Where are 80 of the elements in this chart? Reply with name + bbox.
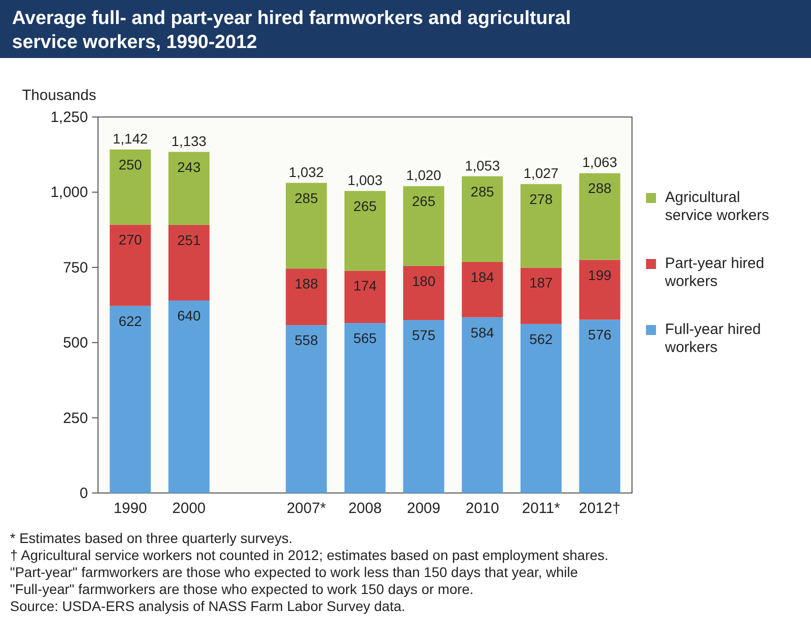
x-tick-label: 2010	[466, 500, 500, 517]
bar	[168, 152, 210, 225]
total-label: 1,003	[347, 172, 383, 188]
data-label: 270	[118, 232, 142, 248]
data-label: 243	[177, 158, 201, 175]
data-label: 174	[353, 278, 377, 294]
bar	[286, 268, 327, 326]
data-label: 288	[588, 180, 612, 196]
bar	[579, 320, 620, 493]
text: * Estimates based on three quarterly surveys.	[10, 530, 292, 546]
data-label: 640	[177, 307, 201, 324]
x-tick-label: 2009	[406, 500, 440, 517]
y-tick-label: 0	[80, 485, 88, 502]
data-label: 576	[588, 326, 612, 343]
x-tick-label: 2007*	[286, 500, 326, 517]
bar	[403, 320, 444, 493]
bar	[579, 173, 620, 260]
bar	[344, 323, 386, 493]
data-label: 265	[353, 198, 377, 214]
y-tick-label: 250	[62, 410, 88, 427]
bar	[110, 306, 151, 493]
bar	[462, 176, 503, 262]
total-label: 1,133	[171, 132, 207, 149]
bar	[168, 300, 210, 493]
source-note: Source: USDA-ERS analysis of NASS Farm Labor Survey data.	[10, 598, 406, 614]
bar	[403, 266, 444, 320]
x-tick-label: 2000	[172, 500, 206, 517]
bar	[344, 270, 386, 324]
total-label: 1,142	[112, 130, 148, 146]
data-label: 584	[470, 324, 494, 340]
data-label: 285	[294, 190, 318, 206]
x-tick-label: 2012†	[578, 500, 621, 517]
data-label: 278	[529, 191, 553, 208]
y-axis-title: Thousands	[22, 87, 96, 104]
data-label: 187	[529, 274, 553, 291]
legend-label: Part-year hired workers	[664, 255, 764, 290]
text: "Part-year" farmworkers are those who expected to work less than 150 days that year, while	[10, 564, 578, 580]
data-label: 285	[470, 183, 494, 200]
bar	[286, 325, 327, 493]
chart-title: Average full- and part-year hired farmworkers and agricultural service workers, 1990-2012	[12, 8, 571, 53]
total-label: 1,020	[406, 167, 442, 184]
text: "Full-year" farmworkers are those who expected to work 150 days or more.	[10, 581, 474, 597]
legend-label: Full-year hired workers	[664, 321, 761, 356]
bar	[520, 268, 562, 324]
data-label: 622	[118, 312, 142, 329]
total-label: 1,032	[288, 164, 324, 180]
data-label: 184	[470, 268, 494, 285]
y-tick-label: 1,250	[50, 109, 88, 126]
data-label: 250	[118, 156, 142, 172]
y-tick-label: 750	[62, 259, 88, 276]
bar	[579, 260, 620, 320]
x-tick-label: 1990	[114, 500, 147, 517]
bar	[168, 224, 210, 300]
data-label: 558	[294, 332, 318, 348]
data-label: 562	[529, 330, 553, 347]
x-tick-label: 2008	[348, 500, 382, 517]
y-tick-label: 1,000	[50, 184, 88, 202]
bar	[286, 182, 327, 269]
data-label: 251	[177, 232, 201, 248]
bar	[462, 262, 503, 318]
bar	[520, 184, 562, 268]
total-label: 1,063	[582, 154, 618, 170]
y-tick-label: 500	[62, 334, 88, 352]
text: † Agricultural service workers not counted in 2012; estimates based on past employment shares.	[10, 547, 608, 563]
total-label: 1,027	[524, 165, 559, 182]
data-label: 575	[412, 327, 436, 344]
data-label: 199	[588, 266, 612, 283]
total-label: 1,053	[464, 157, 500, 174]
x-tick-label: 2011*	[522, 500, 560, 517]
bar	[110, 224, 151, 306]
bar	[403, 186, 444, 266]
data-label: 188	[294, 276, 318, 292]
bar	[520, 324, 562, 493]
data-label: 565	[353, 330, 377, 346]
bar	[462, 317, 503, 493]
bar	[110, 149, 151, 225]
bar	[344, 190, 386, 271]
legend-label: Agricultural service workers	[665, 189, 770, 224]
data-label: 265	[412, 193, 436, 210]
data-label: 180	[412, 272, 436, 289]
